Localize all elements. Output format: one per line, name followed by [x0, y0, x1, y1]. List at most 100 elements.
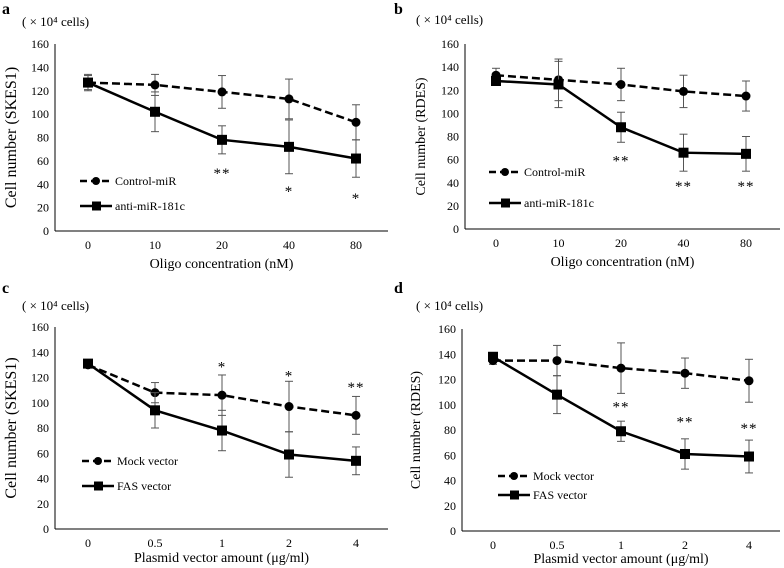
- legend-marker-square: [94, 481, 103, 491]
- legend-entry: Mock vector: [82, 454, 178, 468]
- panel-label: a: [2, 1, 10, 18]
- x-tick-label: 4: [353, 536, 359, 550]
- data-point-square: [83, 77, 93, 88]
- y-axis-label: Cell number (SKES1): [3, 67, 20, 208]
- significance-marker: **: [214, 166, 231, 182]
- y-tick-label: 20: [444, 499, 456, 513]
- y-tick-label: 100: [31, 107, 49, 121]
- legend-entry: Mock vector: [498, 469, 594, 483]
- x-tick-label: 80: [740, 236, 752, 250]
- data-point-square: [284, 141, 294, 152]
- legend-marker-circle: [92, 177, 100, 185]
- y-tick-label: 160: [31, 37, 49, 51]
- y-tick-label: 20: [37, 201, 49, 215]
- x-axis-label: Oligo concentration (nM): [551, 255, 695, 270]
- data-point-circle: [217, 87, 227, 97]
- legend-entry: Control-miR: [489, 165, 585, 179]
- y-tick-label: 80: [37, 421, 49, 435]
- data-point-square: [150, 106, 160, 117]
- significance-marker: **: [741, 421, 758, 437]
- legend-entry: Control-miR: [80, 174, 176, 188]
- y-tick-label: 20: [447, 199, 459, 213]
- legend-entry: anti-miR-181c: [80, 199, 185, 213]
- legend-entry: FAS vector: [498, 488, 587, 502]
- data-point-square: [351, 153, 361, 164]
- significance-marker: **: [677, 415, 694, 431]
- y-tick-label: 100: [31, 396, 49, 410]
- legend-entry: FAS vector: [82, 479, 171, 493]
- y-tick-label: 80: [444, 423, 456, 437]
- data-point-circle: [744, 376, 754, 386]
- unit-note: ( × 10⁴ cells): [22, 14, 89, 29]
- significance-marker: **: [348, 380, 365, 396]
- legend-label: Mock vector: [533, 469, 594, 483]
- x-tick-label: 0.5: [550, 538, 565, 552]
- y-axis-label: Cell number (SKES1): [3, 357, 20, 498]
- data-point-circle: [351, 410, 361, 420]
- significance-marker: **: [738, 179, 755, 195]
- y-axis-label: Cell number (RDES): [414, 77, 429, 196]
- significance-marker: *: [352, 191, 361, 207]
- y-tick-label: 60: [447, 153, 459, 167]
- y-tick-label: 80: [37, 131, 49, 145]
- y-tick-label: 60: [37, 446, 49, 460]
- data-point-square: [741, 148, 751, 159]
- y-tick-label: 140: [438, 347, 456, 361]
- data-point-circle: [616, 363, 626, 373]
- y-tick-label: 0: [450, 524, 456, 538]
- significance-marker: *: [285, 184, 294, 200]
- y-tick-label: 140: [31, 345, 49, 359]
- y-tick-label: 140: [441, 60, 459, 74]
- data-point-square: [217, 425, 227, 436]
- x-tick-label: 0: [490, 538, 496, 552]
- significance-marker: *: [218, 360, 227, 376]
- x-tick-label: 20: [615, 236, 627, 250]
- data-point-circle: [679, 86, 688, 96]
- legend-label: FAS vector: [117, 479, 171, 493]
- y-tick-label: 0: [453, 222, 459, 236]
- data-point-circle: [351, 117, 361, 127]
- data-point-circle: [680, 368, 690, 378]
- data-point-square: [678, 147, 689, 158]
- legend-marker-circle: [94, 457, 102, 465]
- data-point-square: [553, 79, 564, 90]
- data-point-square: [83, 358, 93, 369]
- legend-marker-square: [92, 201, 101, 211]
- x-axis-label: Oligo concentration (nM): [150, 257, 294, 272]
- legend-label: Control-miR: [115, 174, 176, 188]
- data-point-square: [744, 451, 754, 462]
- series-treatment: [491, 60, 751, 172]
- legend-label: Mock vector: [117, 454, 178, 468]
- data-point-square: [552, 389, 562, 400]
- x-tick-label: 0: [85, 238, 91, 252]
- data-point-circle: [741, 91, 751, 101]
- panel-c: c ( × 10⁴ cells) 0 20 40 60 80 100 120 140 160 0 0.5…: [2, 280, 388, 566]
- panel-label: d: [394, 280, 403, 297]
- y-tick-label: 120: [441, 83, 459, 97]
- panel-b: b ( × 10⁴ cells) 0 20 40 60 80 100 120 140 160 0 10 2…: [394, 1, 780, 270]
- y-tick-label: 160: [441, 37, 459, 51]
- y-tick-label: 60: [444, 448, 456, 462]
- legend-marker-square: [501, 198, 510, 208]
- y-tick-label: 160: [31, 320, 49, 334]
- x-tick-label: 10: [553, 236, 565, 250]
- x-tick-label: 40: [283, 238, 295, 252]
- y-tick-label: 40: [447, 176, 459, 190]
- y-tick-label: 40: [37, 177, 49, 191]
- legend-label: anti-miR-181c: [524, 196, 594, 210]
- legend-marker-circle: [501, 168, 509, 176]
- panel-a: a ( × 10⁴ cells) 0 20 40 60 80 100 120 140 160 0 10 2…: [2, 1, 388, 272]
- x-tick-label: 20: [216, 238, 228, 252]
- panel-label: b: [394, 1, 403, 18]
- unit-note: ( × 10⁴ cells): [416, 298, 483, 313]
- data-point-circle: [217, 390, 227, 400]
- x-tick-label: 40: [678, 236, 690, 250]
- data-point-square: [217, 134, 227, 145]
- data-point-square: [616, 426, 626, 437]
- data-point-circle: [552, 356, 562, 366]
- legend-label: FAS vector: [533, 488, 587, 502]
- panel-label: c: [2, 280, 9, 297]
- y-tick-label: 120: [31, 371, 49, 385]
- series-control: [488, 342, 754, 403]
